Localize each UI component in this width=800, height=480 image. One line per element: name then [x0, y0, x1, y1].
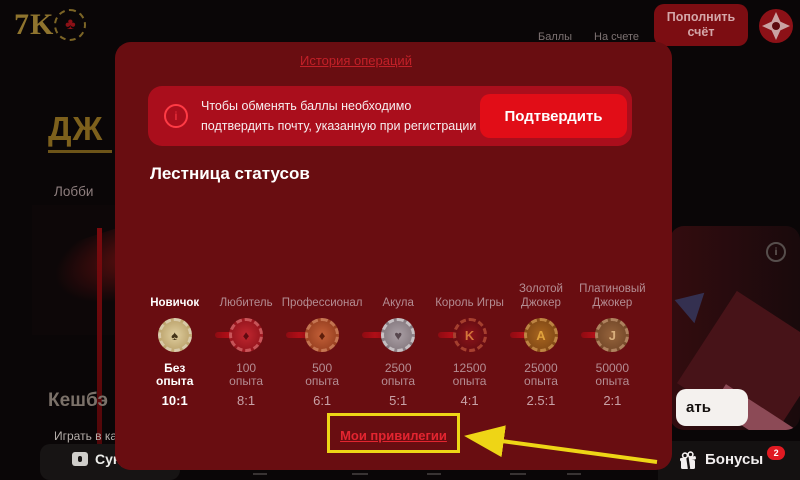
status-column-platinum-joker: Платиновый Джокер J 50000 опыта 2:1	[579, 283, 646, 408]
status-medal-icon: J	[595, 318, 630, 352]
status-column-amateur: Любитель ♦ 100 опыта 8:1	[219, 297, 313, 408]
bonuses-button[interactable]: Бонусы 2	[672, 446, 791, 472]
status-ladder-title: Лестница статусов	[150, 164, 310, 183]
points-balance-label: Баллы	[538, 31, 573, 43]
banner-edge-decoration	[97, 228, 102, 480]
club-suit-icon: ♣	[65, 16, 76, 33]
info-icon[interactable]: i	[766, 242, 786, 262]
status-medal-icon: ♠	[157, 318, 192, 352]
info-icon: i	[164, 104, 188, 128]
gift-icon	[679, 451, 696, 470]
hero-image	[32, 205, 116, 335]
banner-text: Чтобы обменять баллы необходимо подтверд…	[201, 99, 477, 133]
status-column-novice: Новичок ♠ Без опыта 10:1	[150, 297, 241, 408]
footer-dash	[510, 473, 526, 475]
status-medal-icon: K	[452, 318, 487, 352]
play-in-text-partial: Играть в ка	[54, 429, 118, 443]
footer-dash	[427, 473, 441, 475]
gift-bow-icon	[670, 284, 705, 324]
status-medal-icon: ♦	[305, 318, 340, 352]
footer-dash	[567, 473, 581, 475]
logo-text: 7K	[14, 8, 55, 41]
status-column-game-king: Король Игры K 12500 опыта 4:1	[435, 297, 536, 408]
fortune-wheel-icon[interactable]	[757, 7, 795, 45]
bonuses-button-label: Бонусы	[705, 451, 764, 468]
my-privileges-link[interactable]: Мои привилегии	[340, 428, 447, 443]
status-medal-icon: A	[523, 318, 558, 352]
confirm-email-button[interactable]: Подтвердить	[480, 94, 627, 138]
title-underline	[48, 150, 112, 153]
email-confirm-banner: i Чтобы обменять баллы необходимо подтве…	[148, 86, 632, 146]
cashback-heading-partial: Кешбэ	[48, 390, 108, 411]
annotation-highlight-box	[327, 413, 460, 453]
chest-icon	[72, 452, 88, 466]
site-logo[interactable]: 7K ♣	[14, 8, 87, 42]
loyalty-modal: История операций i Чтобы обменять баллы …	[115, 42, 672, 470]
gift-card-button-partial[interactable]: ать	[676, 389, 748, 426]
tab-lobby[interactable]: Лобби	[54, 184, 94, 199]
status-column-professional: Профессионал ♦ 500 опыта 6:1	[281, 297, 389, 408]
status-medal-icon: ♥	[381, 318, 416, 352]
status-column-gold-joker: Золотой Джокер A 25000 опыта 2.5:1	[518, 283, 607, 408]
page-title-partial: ДЖ	[48, 110, 104, 147]
status-column-shark: Акула ♥ 2500 опыта 5:1	[381, 297, 465, 408]
status-medal-icon: ♦	[229, 318, 264, 352]
status-ladder: Новичок ♠ Без опыта 10:1 Любитель ♦ 100 опы…	[139, 278, 648, 408]
poker-chip-icon: ♣	[54, 9, 87, 41]
footer-dash	[253, 473, 267, 475]
topup-account-button[interactable]: Пополнить счёт	[654, 4, 748, 46]
history-operations-link[interactable]: История операций	[300, 53, 412, 68]
footer-dash	[352, 473, 368, 475]
account-balance-label: На счете	[594, 31, 640, 43]
bonuses-count-badge: 2	[767, 446, 786, 460]
